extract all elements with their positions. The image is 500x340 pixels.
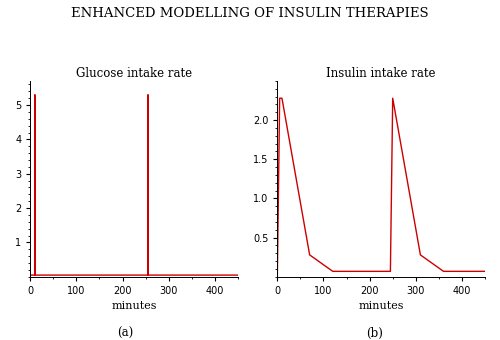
Text: (a): (a) — [117, 327, 133, 340]
Title: Insulin intake rate: Insulin intake rate — [326, 67, 436, 80]
Text: ENHANCED MODELLING OF INSULIN THERAPIES: ENHANCED MODELLING OF INSULIN THERAPIES — [71, 7, 429, 20]
X-axis label: minutes: minutes — [358, 301, 404, 311]
X-axis label: minutes: minutes — [112, 301, 157, 311]
Text: (b): (b) — [366, 327, 384, 340]
Title: Glucose intake rate: Glucose intake rate — [76, 67, 192, 80]
